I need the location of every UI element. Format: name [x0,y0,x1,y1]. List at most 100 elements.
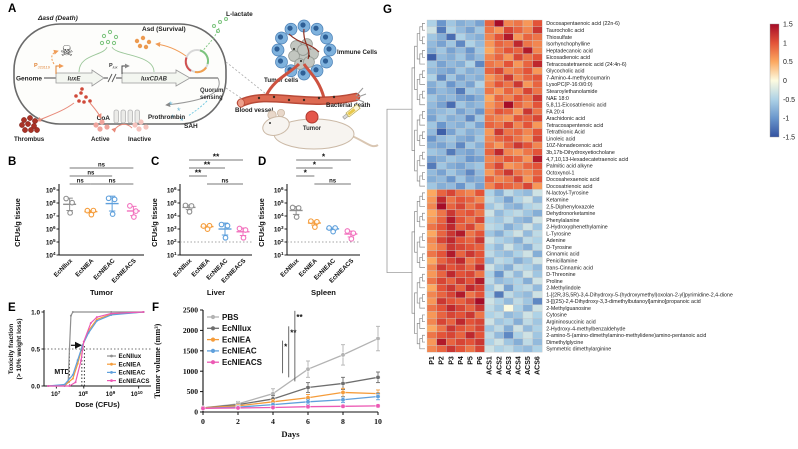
heatmap-cell [465,162,476,170]
heatmap-cell [436,270,447,278]
heatmap-cell [522,53,533,61]
heatmap-cell [522,297,533,305]
heatmap-cell [465,270,476,278]
heatmap-cell [513,33,524,41]
heatmap-cell [503,40,514,48]
x-tick-label: 1010 [131,390,143,398]
heatmap-cell [436,338,447,346]
legend-label: EcNllux [119,353,142,360]
data-point [109,211,116,217]
heatmap-row-label: 4,7,10,13-Hexadecatetraenoic acid [546,157,628,163]
immune-cell-nucleus [300,70,306,76]
legend-marker [210,326,216,331]
tumor-growth-line [202,405,379,409]
axis-tick-label: 104 [274,212,284,220]
heatmap-cell [494,114,504,122]
heatmap-cell [426,196,437,204]
axis-tick-label: 106 [46,225,56,233]
heatmap-cell [474,263,485,272]
data-point [105,195,112,202]
heatmap-row-label: LysoPC(P-16:0/0:0) [546,82,593,88]
heatmap-cell [455,216,466,224]
heatmap-cell [455,114,466,122]
heatmap-cell [494,162,504,170]
row-dendrogram [386,23,425,350]
heatmap-cell [426,250,437,258]
heatmap-cell [484,80,495,88]
heatmap-cell [532,324,543,333]
heatmap-cell [484,243,495,251]
axis-tick-label: 106 [274,186,284,194]
heatmap-cell [532,270,543,278]
heatmap-cell [532,182,543,190]
heatmap-cell [465,53,476,61]
heatmap-cell [494,345,504,353]
heatmap-cell [474,121,485,129]
axis-tick-label: 102 [274,238,284,246]
heatmap-cell [484,270,495,278]
heatmap-cell [446,297,456,305]
heatmap-col-label: P3 [448,356,455,365]
heatmap-cell [503,46,514,55]
heatmap-row-label: 2-Hydroxy-4-methylbenzaldehyde [546,326,625,332]
heatmap-cell [465,67,476,75]
heatmap-cell [494,80,504,88]
heatmap-cell [484,155,495,163]
heatmap-cell [513,263,524,272]
heatmap-cell [426,141,437,149]
heatmap-cell [426,263,437,272]
curve-marker [95,319,98,322]
heatmap-cell [532,196,543,204]
heatmap-cell [455,230,466,238]
heatmap-cell [494,155,504,163]
heatmap-cell [465,107,476,116]
data-point [295,205,302,211]
heatmap-cell [426,107,437,116]
heatmap-cell [484,107,495,116]
heatmap-row-label: 7-Amino-4-methylcoumarin [546,75,610,81]
heatmap-cell [474,162,485,170]
genome-label: Genome [16,76,42,83]
heatmap-cell [426,46,437,55]
heatmap-cell [532,148,543,156]
heatmap-cell [474,26,485,34]
heatmap-cell [446,331,456,339]
heatmap-cell [503,53,514,61]
heatmap-cell [532,87,543,95]
heatmap-cell [474,128,485,136]
legend-marker [110,379,113,382]
y-axis-label: Toxicity fraction [8,324,15,374]
tumor-label: Tumor [303,126,322,132]
heatmap-cell [513,107,524,116]
heatmap-cell [465,168,476,177]
heatmap-cell [494,223,504,231]
heatmap-cell [532,19,543,27]
heatmap-cell [532,141,543,149]
data-point [340,397,346,403]
heatmap-cell [503,101,514,109]
heatmap-cell [484,53,495,61]
heatmap-cell [513,223,524,231]
heatmap-cell [455,107,466,116]
heatmap-col-label: P2 [439,356,446,365]
heatmap-cell [426,87,437,95]
heatmap-cell [426,297,437,305]
heatmap-cell [513,80,524,88]
heatmap-cell [436,324,447,333]
heatmap-col-label: ACS2 [496,356,503,375]
genome-break [111,73,117,83]
heatmap-cell [455,121,466,129]
data-point [200,405,206,411]
heatmap-cell [522,101,533,109]
heatmap-cell [436,155,447,163]
heatmap-cell [465,135,476,143]
heatmap-cell [532,331,543,339]
heatmap-cell [436,141,447,149]
heatmap-cell [522,141,533,149]
heatmap-cell [522,67,533,75]
heatmap-cell [513,304,524,312]
connector-line [225,87,245,101]
heatmap-cell [455,80,466,88]
heatmap-cell [426,182,437,190]
